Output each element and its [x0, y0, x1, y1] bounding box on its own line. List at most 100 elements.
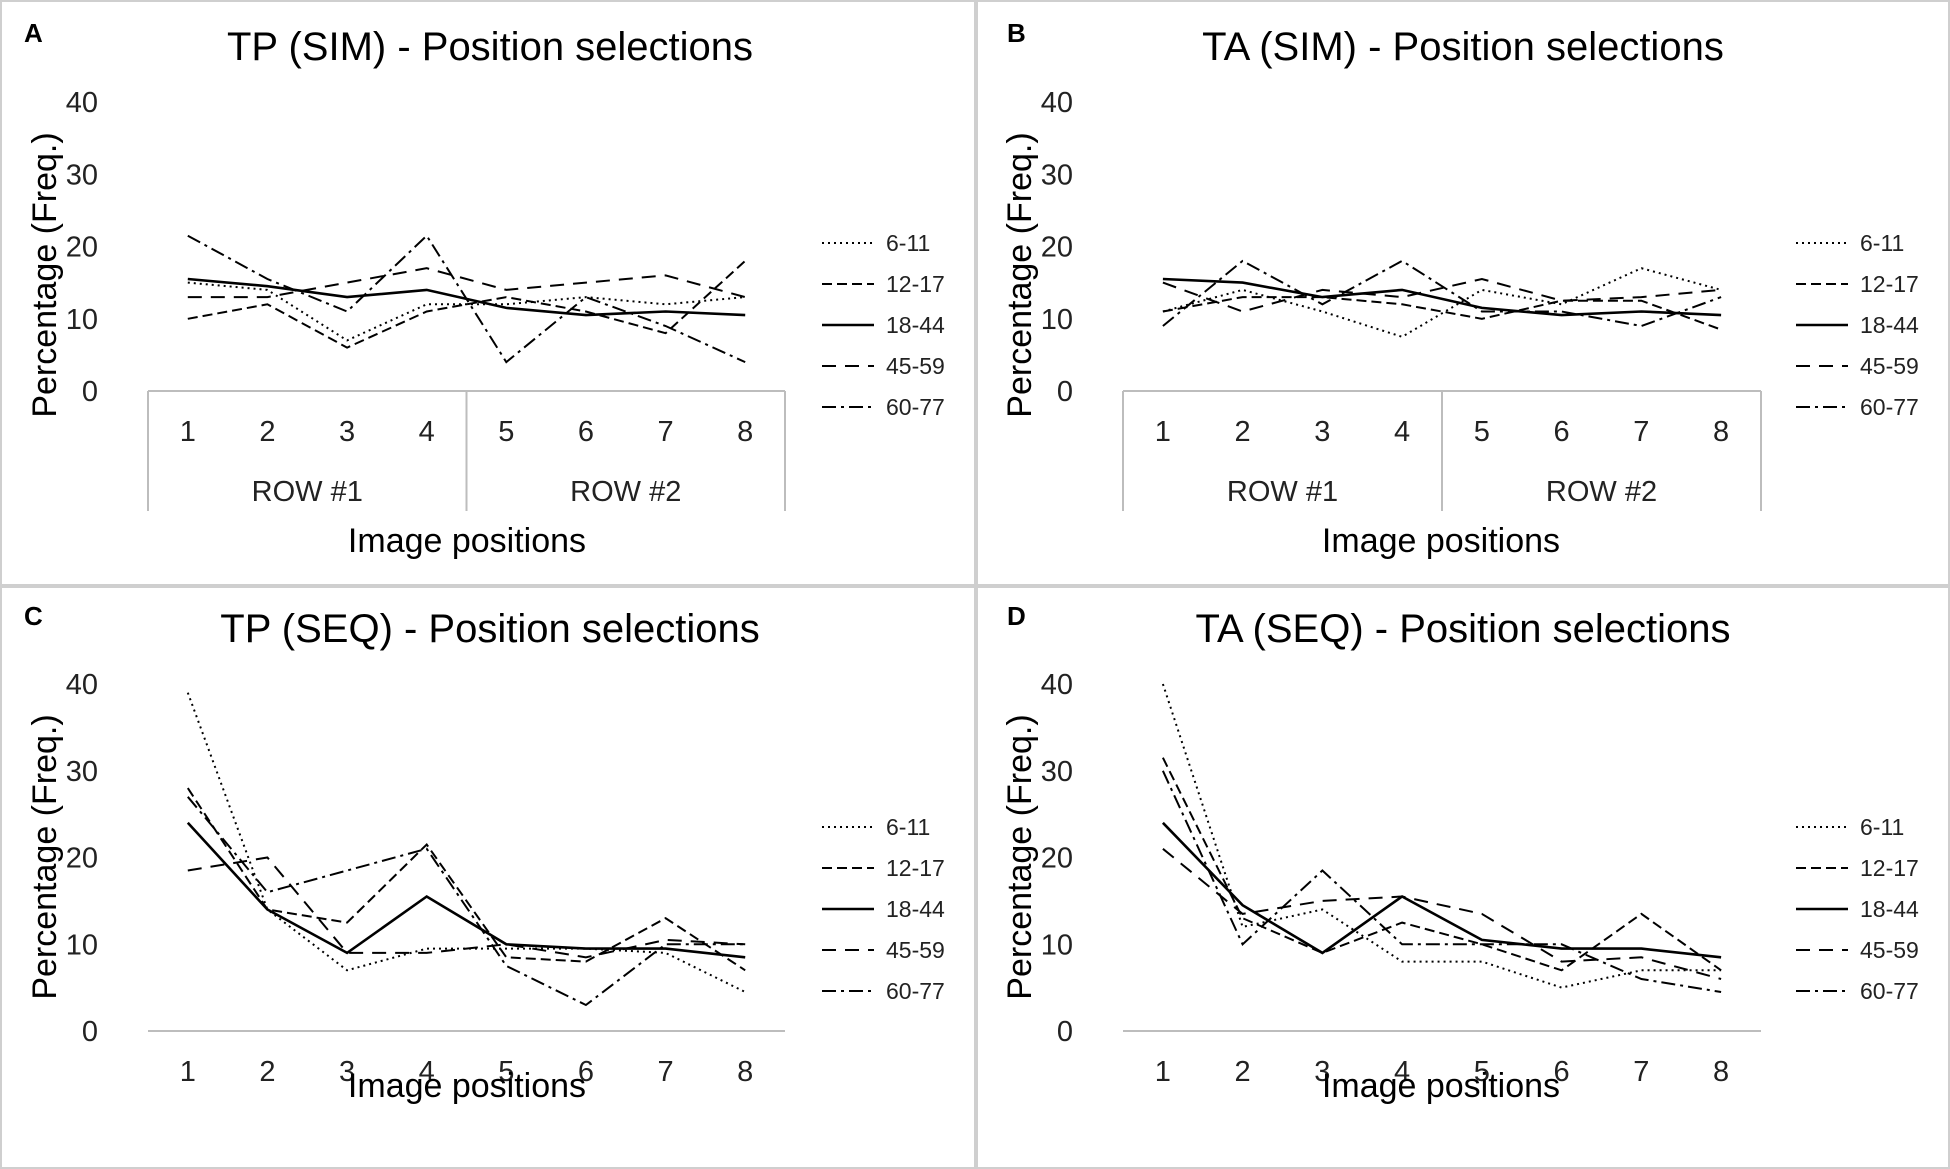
x-tick-label: 2 — [259, 1056, 275, 1088]
series-line-12-17 — [1162, 757, 1722, 972]
legend-label: 60-77 — [1860, 394, 1919, 420]
x-tick-label: 5 — [498, 1056, 514, 1088]
x-tick-label: 5 — [1474, 1056, 1490, 1088]
panel-d: D TA (SEQ) - Position selections 0 10 20 30 40… — [976, 586, 1950, 1169]
series-line-18-44 — [1162, 277, 1722, 317]
x-tick-label: 8 — [737, 416, 753, 448]
x-axis-label: Image positions — [348, 1067, 586, 1105]
x-tick-label: 2 — [259, 416, 275, 448]
y-axis-label: Percentage (Freq.) — [26, 132, 64, 417]
series-line-12-17 — [187, 260, 746, 349]
y-tick-label: 0 — [82, 1016, 98, 1048]
y-tick-label: 20 — [1041, 843, 1073, 875]
series-line-45-59 — [187, 267, 746, 299]
x-tick-label: 7 — [1633, 416, 1649, 448]
x-tick-label: 3 — [339, 416, 355, 448]
chart-title: TA (SEQ) - Position selections — [1196, 607, 1731, 651]
x-tick-label: 3 — [1314, 1056, 1330, 1088]
series-line-12-17 — [186, 787, 746, 972]
y-tick-label: 20 — [66, 232, 98, 264]
x-axis-label: Image positions — [348, 522, 586, 560]
series-line-60-77 — [1161, 770, 1722, 993]
series-line-45-59 — [1162, 848, 1722, 980]
series-line-60-77 — [1162, 259, 1722, 328]
x-tick-label: 6 — [1554, 416, 1570, 448]
series-line-6-11 — [187, 281, 746, 342]
legend-label: 18-44 — [1860, 896, 1919, 922]
legend-label: 18-44 — [886, 312, 945, 338]
y-axis-label: Percentage (Freq.) — [26, 714, 64, 999]
legend-label: 45-59 — [1860, 353, 1919, 379]
legend-label: 6-11 — [886, 230, 930, 256]
y-tick-label: 10 — [1041, 304, 1073, 336]
y-tick-label: 10 — [66, 929, 98, 961]
y-tick-label: 30 — [66, 159, 98, 191]
x-tick-label: 1 — [180, 1056, 196, 1088]
x-tick-label: 8 — [1713, 1056, 1729, 1088]
chart-title: TA (SIM) - Position selections — [1202, 25, 1724, 69]
x-tick-label: 3 — [339, 1056, 355, 1088]
y-tick-label: 40 — [66, 87, 98, 119]
y-tick-label: 20 — [66, 843, 98, 875]
y-tick-label: 30 — [1041, 159, 1073, 191]
y-tick-label: 0 — [82, 376, 98, 408]
x-tick-label: 4 — [1394, 1056, 1410, 1088]
x-tick-label: 7 — [657, 1056, 673, 1088]
group-label: ROW #2 — [570, 476, 681, 508]
legend-label: 6-11 — [886, 814, 930, 840]
series-line-60-77 — [187, 234, 746, 364]
y-tick-label: 10 — [1041, 929, 1073, 961]
legend-label: 18-44 — [886, 896, 945, 922]
x-tick-label: 2 — [1235, 416, 1251, 448]
group-label: ROW #1 — [252, 476, 363, 508]
x-axis-label: Image positions — [1322, 522, 1560, 560]
series-line-45-59 — [187, 856, 746, 959]
legend-label: 12-17 — [1860, 271, 1919, 297]
y-tick-label: 40 — [1041, 87, 1073, 119]
x-tick-label: 6 — [1554, 1056, 1570, 1088]
legend-label: 12-17 — [886, 855, 945, 881]
y-tick-label: 20 — [1041, 232, 1073, 264]
x-axis-label: Image positions — [1322, 1067, 1560, 1105]
x-tick-label: 1 — [180, 416, 196, 448]
legend-label: 6-11 — [1860, 230, 1904, 256]
y-axis-label: Percentage (Freq.) — [1001, 132, 1039, 417]
legend-label: 18-44 — [1860, 312, 1919, 338]
series-line-18-44 — [186, 821, 746, 959]
panel-letter: D — [1007, 601, 1026, 631]
x-tick-label: 4 — [419, 1056, 435, 1088]
panel-b: B TA (SIM) - Position selections 0 10 20 30 40… — [976, 0, 1950, 586]
series-line-18-44 — [1161, 821, 1722, 959]
panel-letter: B — [1007, 18, 1026, 48]
panel-border — [0, 586, 976, 1169]
x-tick-label: 2 — [1235, 1056, 1251, 1088]
y-axis-label: Percentage (Freq.) — [1001, 714, 1039, 999]
legend-label: 12-17 — [1860, 855, 1919, 881]
series-line-12-17 — [1162, 296, 1722, 331]
series-line-60-77 — [187, 796, 746, 1007]
x-tick-label: 1 — [1155, 416, 1171, 448]
y-tick-label: 10 — [66, 304, 98, 336]
x-tick-label: 8 — [1713, 416, 1729, 448]
panel-border — [976, 0, 1950, 586]
legend-label: 6-11 — [1860, 814, 1904, 840]
x-tick-label: 5 — [1474, 416, 1490, 448]
chart-title: TP (SIM) - Position selections — [227, 25, 753, 69]
y-tick-label: 0 — [1057, 1016, 1073, 1048]
x-tick-label: 7 — [657, 416, 673, 448]
series-line-45-59 — [1162, 277, 1722, 313]
legend-label: 60-77 — [886, 978, 945, 1004]
group-label: ROW #2 — [1546, 476, 1657, 508]
panel-border — [0, 0, 976, 586]
legend-label: 60-77 — [1860, 978, 1919, 1004]
x-tick-label: 1 — [1155, 1056, 1171, 1088]
panel-a: A TP (SIM) - Position selections 0 10 20 30 40… — [0, 0, 976, 586]
x-tick-label: 6 — [578, 416, 594, 448]
y-tick-label: 40 — [66, 669, 98, 701]
legend-label: 45-59 — [886, 353, 945, 379]
group-label: ROW #1 — [1227, 476, 1338, 508]
x-tick-label: 5 — [498, 416, 514, 448]
panel-letter: A — [24, 18, 43, 48]
